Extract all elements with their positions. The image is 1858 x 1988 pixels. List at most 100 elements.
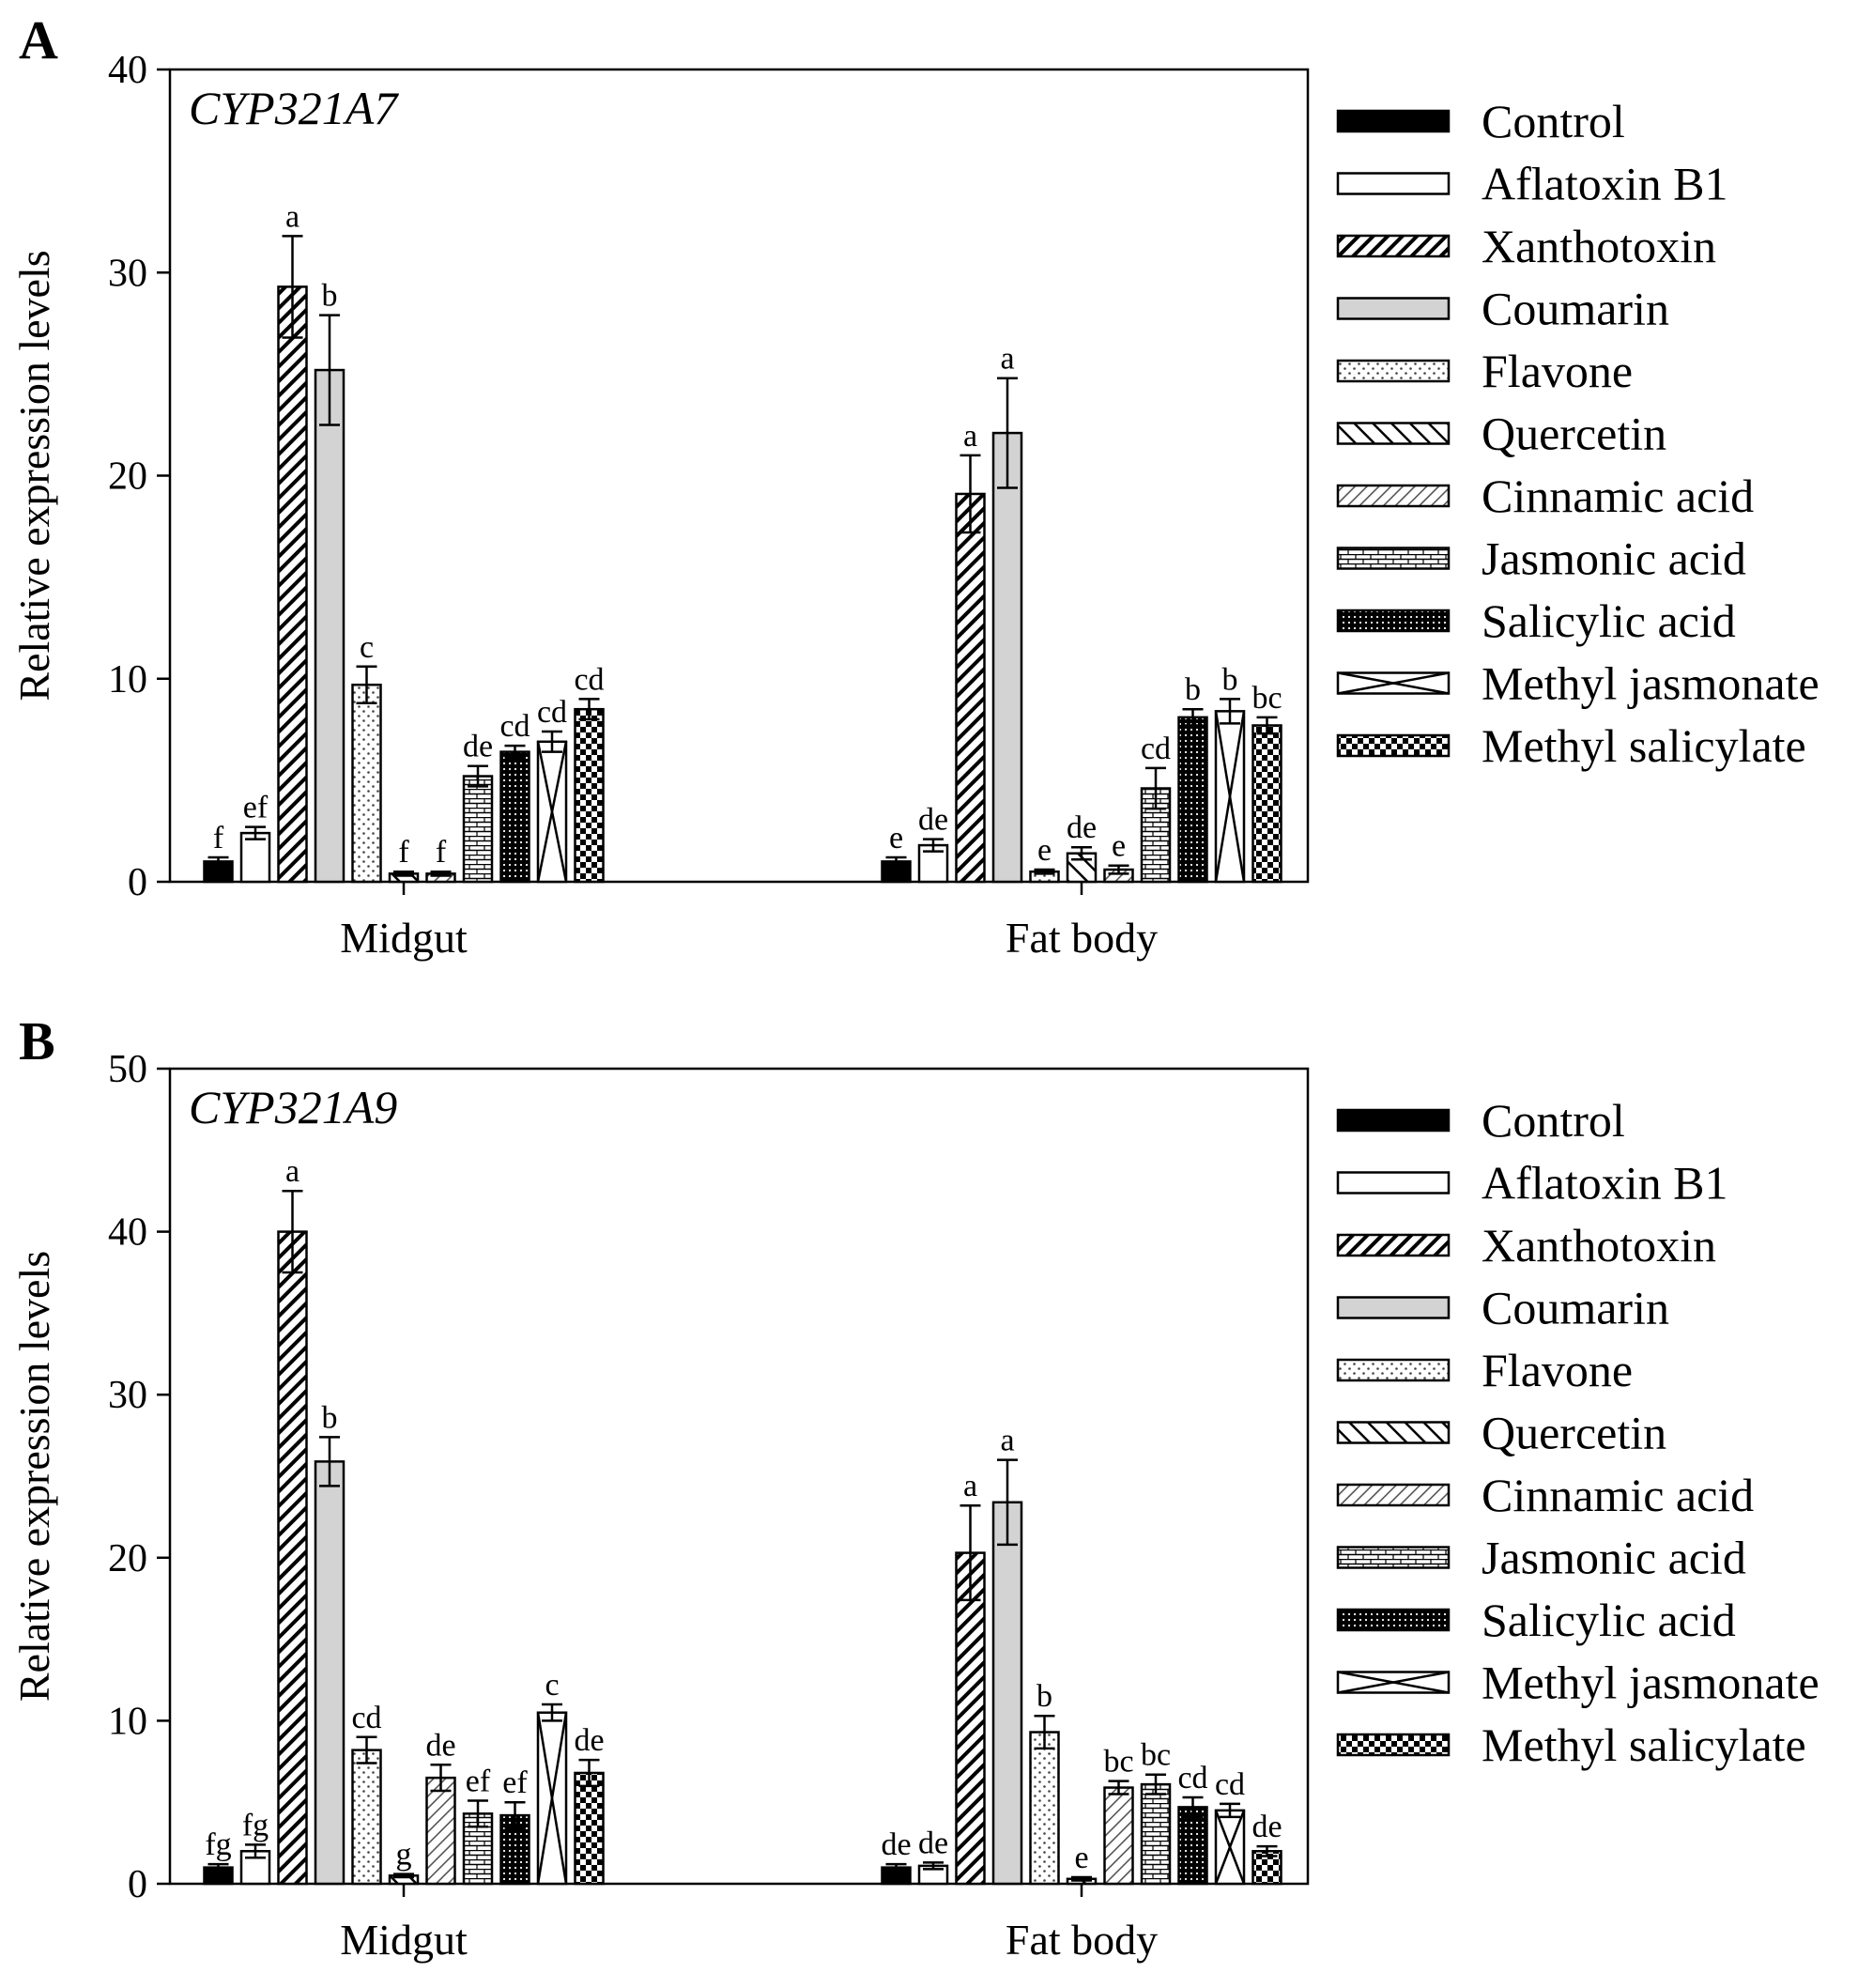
significance-letter: ef <box>466 1764 491 1798</box>
significance-letter: de <box>1251 1810 1282 1844</box>
bar-fat-body-methyl-salicylate <box>1251 724 1282 884</box>
bar-fat-body-methyl-jasmonate-hatch <box>1214 1810 1246 1885</box>
y-axis-label: Relative expression levels <box>10 250 58 701</box>
legend-swatch-flavone <box>1336 359 1451 383</box>
legend-label: Cinnamic acid <box>1482 1469 1754 1521</box>
panel-label: B <box>19 1010 55 1071</box>
y-tick-label: 20 <box>108 1537 147 1580</box>
significance-letter: cd <box>1141 732 1171 766</box>
y-tick-label: 30 <box>108 252 147 295</box>
legend-label: Jasmonic acid <box>1482 1532 1746 1584</box>
significance-letter: e <box>1112 829 1126 864</box>
significance-letter: cd <box>1177 1761 1207 1795</box>
significance-letter: e <box>1074 1841 1088 1875</box>
significance-letter: a <box>285 199 299 234</box>
legend-swatch-aflatoxin-b1 <box>1336 1171 1451 1194</box>
bar-midgut-salicylic-acid <box>499 750 530 884</box>
significance-letter: cd <box>574 662 604 697</box>
y-tick-label: 40 <box>108 49 147 92</box>
y-axis-label: Relative expression levels <box>10 1251 58 1702</box>
panel-label: A <box>19 9 58 70</box>
legend-swatch-coumarin <box>1336 297 1451 320</box>
legend-label: Jasmonic acid <box>1482 532 1746 585</box>
x-category-label: Fat body <box>1006 914 1158 962</box>
y-tick-label: 0 <box>128 1863 147 1906</box>
chart-root: A 0 10 20 30 40 Relative expression levels CYP3… <box>10 9 1820 1964</box>
legend-swatch-salicylic-acid <box>1336 1608 1451 1632</box>
significance-letter: b <box>322 1400 338 1435</box>
significance-letter: bc <box>1103 1745 1133 1780</box>
bar-midgut-cinnamic-acid <box>425 1776 456 1886</box>
legend-swatch-methyl-salicylate <box>1336 1733 1451 1757</box>
significance-letter: c <box>360 630 374 665</box>
significance-letter: f <box>213 821 224 855</box>
bar-fat-body-jasmonic-acid <box>1140 1782 1172 1886</box>
bar-midgut-xanthotoxin <box>277 285 308 884</box>
bar-midgut-jasmonic-acid <box>462 775 494 884</box>
bar-fat-body-xanthotoxin <box>955 492 986 884</box>
significance-letter: cd <box>499 709 530 744</box>
legend-label: Methyl jasmonate <box>1482 1657 1820 1709</box>
significance-letter: de <box>425 1728 455 1763</box>
legend-swatch-jasmonic-acid <box>1336 1546 1451 1569</box>
legend-swatch-aflatoxin-b1 <box>1336 172 1451 195</box>
significance-letter: g <box>396 1838 412 1872</box>
significance-letter: cd <box>351 1701 381 1735</box>
y-tick-label: 0 <box>128 861 147 904</box>
significance-letter: fg <box>242 1808 269 1842</box>
x-category-label: Midgut <box>340 1916 468 1964</box>
y-tick-label: 10 <box>108 658 147 701</box>
legend-label: Methyl salicylate <box>1482 1718 1806 1771</box>
legend-label: Xanthotoxin <box>1482 220 1716 272</box>
legend-label: Methyl jasmonate <box>1482 657 1820 710</box>
legend-label: Aflatoxin B1 <box>1482 1157 1727 1210</box>
legend-label: Coumarin <box>1482 1282 1669 1334</box>
legend-label: Methyl salicylate <box>1482 719 1806 772</box>
legend-label: Salicylic acid <box>1482 1594 1736 1646</box>
y-tick-label: 50 <box>108 1048 147 1091</box>
bar-midgut-coumarin <box>314 368 345 884</box>
bar-fat-body-salicylic-acid <box>1177 716 1208 884</box>
legend-swatch-xanthotoxin <box>1336 234 1451 258</box>
legend-label: Flavone <box>1482 345 1633 397</box>
plot-frame <box>168 1067 1310 1886</box>
legend-swatch-xanthotoxin <box>1336 1233 1451 1257</box>
significance-letter: b <box>1185 672 1201 707</box>
significance-letter: de <box>463 730 493 764</box>
bar-fat-body-salicylic-acid <box>1177 1806 1208 1886</box>
significance-letter: a <box>1000 1424 1014 1458</box>
bar-midgut-methyl-jasmonate-hatch <box>536 1712 568 1885</box>
y-tick-label: 30 <box>108 1374 147 1417</box>
significance-letter: f <box>436 835 447 870</box>
significance-letter: cd <box>1215 1767 1245 1802</box>
significance-letter: ef <box>502 1765 528 1800</box>
legend-swatch-methyl-jasmonate-hatch <box>1337 671 1450 695</box>
x-category-label: Midgut <box>340 914 468 962</box>
legend-label: Cinnamic acid <box>1482 470 1754 522</box>
legend-swatch-cinnamic-acid <box>1336 1483 1451 1507</box>
gene-title: CYP321A7 <box>189 82 399 134</box>
significance-letter: b <box>322 279 338 314</box>
legend-swatch-jasmonic-acid <box>1336 547 1451 570</box>
significance-letter: de <box>574 1723 604 1758</box>
bar-midgut-coumarin <box>314 1460 345 1886</box>
bar-midgut-flavone <box>351 1749 382 1886</box>
significance-letter: b <box>1222 662 1238 697</box>
panel-a: A 0 10 20 30 40 Relative expression levels CYP3… <box>10 9 1820 962</box>
legend-swatch-methyl-jasmonate-hatch <box>1337 1671 1450 1694</box>
significance-letter: de <box>881 1827 911 1862</box>
significance-letter: a <box>285 1154 299 1189</box>
bar-midgut-aflatoxin-b1 <box>239 831 271 884</box>
gene-title: CYP321A9 <box>189 1081 397 1133</box>
significance-letter: e <box>1037 833 1052 868</box>
bar-midgut-xanthotoxin <box>277 1230 308 1886</box>
significance-letter: c <box>545 1668 559 1703</box>
bar-midgut-methyl-salicylate <box>574 1771 605 1886</box>
significance-letter: de <box>918 1826 948 1860</box>
bar-midgut-flavone <box>351 683 382 884</box>
legend-swatch-quercetin <box>1336 422 1451 445</box>
significance-letter: e <box>889 821 903 855</box>
legend-label: Control <box>1482 95 1625 147</box>
x-category-label: Fat body <box>1006 1916 1158 1964</box>
